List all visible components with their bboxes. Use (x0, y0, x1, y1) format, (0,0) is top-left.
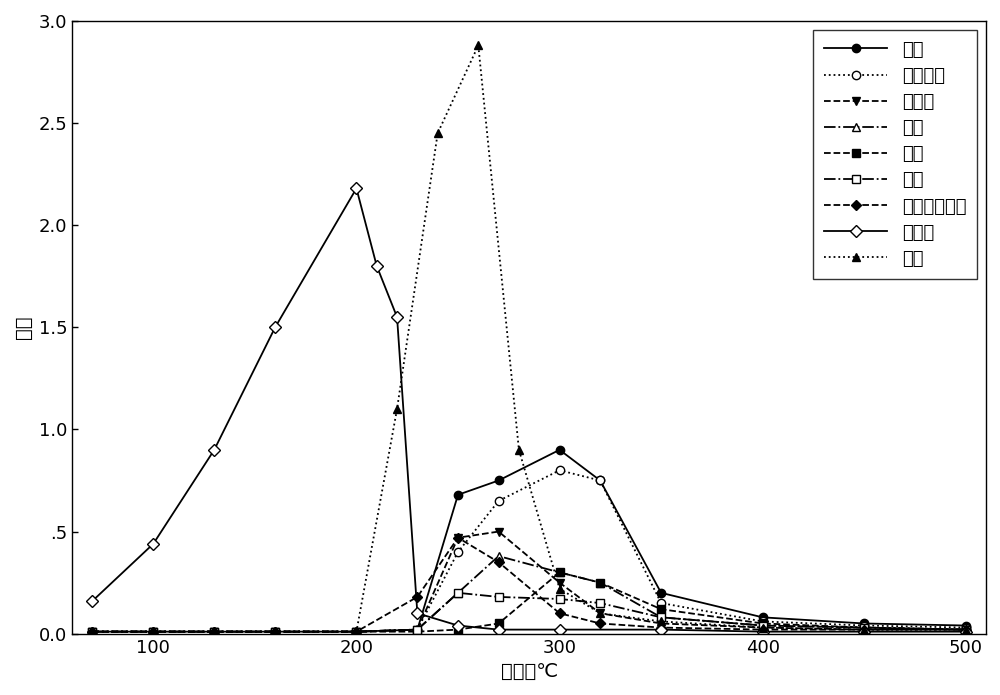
Y-axis label: 比值: 比值 (14, 316, 33, 339)
X-axis label: 温度，℃: 温度，℃ (501, 662, 558, 681)
Legend: 乙酸, 羟基丙酮, 丙二醇, 糠醇, 苯酚, 甘油, 甘油单乙酸酯, 薄荷醇, 烟碱: 乙酸, 羟基丙酮, 丙二醇, 糠醇, 苯酚, 甘油, 甘油单乙酸酯, 薄荷醇, … (813, 30, 977, 279)
